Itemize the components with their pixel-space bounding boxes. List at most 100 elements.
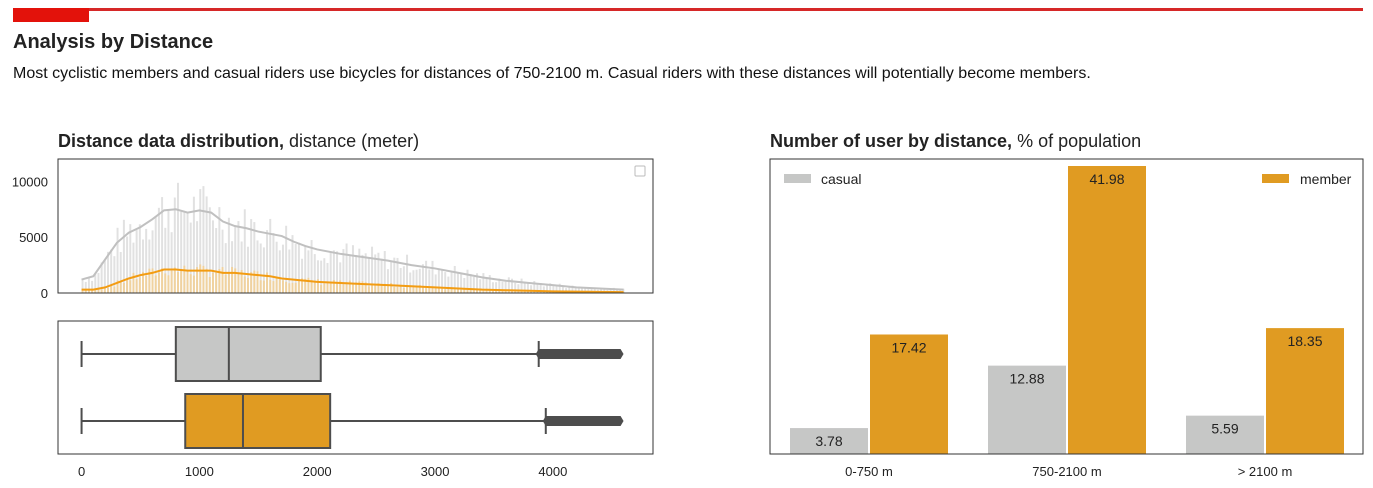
histogram-bar-member [406,285,409,293]
histogram-bar-casual [526,282,529,293]
histogram-bar-casual [469,274,472,293]
histogram-bar-casual [507,277,510,293]
histogram-bar-member [170,270,173,293]
histogram-bar-member [380,285,383,293]
histogram-bar-member [504,290,507,293]
histogram-bar-casual [161,197,164,293]
histogram-bar-casual [622,288,625,293]
histogram-bar-member [91,288,94,293]
histogram-bar-member [485,288,488,293]
bar-casual [988,365,1066,454]
histogram-bar-casual [199,189,202,293]
histogram-bar-casual [215,228,218,293]
histogram-bar-member [173,267,176,293]
histogram-bar-casual [456,273,459,293]
histogram-bar-casual [558,283,561,293]
page-title: Analysis by Distance [13,31,214,53]
histogram-bar-member [342,283,345,293]
histogram-bar-casual [383,251,386,293]
histogram-bar-casual [291,235,294,293]
histogram-bar-member [498,289,501,293]
histogram-bar-member [428,287,431,293]
histogram-bar-casual [593,288,596,293]
histogram-bar-casual [463,277,466,293]
histogram-bar-casual [301,258,304,293]
histogram-bar-member [466,290,469,293]
histogram-bar-casual [491,282,494,293]
histogram-bar-member [116,280,119,293]
legend-swatch-casual [784,174,811,183]
histogram-bar-casual [421,264,424,293]
histogram-bar-casual [256,240,259,293]
histogram-bar-casual [272,233,275,293]
histogram-bar-casual [275,241,278,293]
histogram-bar-member [297,280,300,293]
histogram-bar-casual [523,283,526,293]
histogram-bar-member [291,282,294,293]
histogram-bar-casual [126,236,129,293]
histogram-bar-member [431,287,434,293]
histogram-bar-casual [402,266,405,293]
histogram-bar-member [183,265,186,293]
histogram-bar-casual [581,287,583,293]
histogram-bar-member [383,283,386,293]
histogram-bar-member [243,276,246,293]
boxplot-x-tick-label: 0 [78,464,85,479]
histogram-bar-casual [320,260,323,293]
histogram-bar-casual [119,252,122,293]
histogram-bar-member [157,272,160,293]
histogram-bar-casual [498,278,501,293]
histogram-bar-casual [164,227,167,293]
histogram-bar-member [227,273,230,293]
histogram-bar-casual [546,285,548,293]
histogram-bar-member [132,272,135,293]
histogram-bar-casual [313,254,316,293]
histogram-bar-member [218,269,221,293]
histogram-bar-casual [444,272,447,293]
histogram-bar-member [208,277,211,293]
bar-member [1266,328,1344,454]
histogram-bar-member [415,285,418,293]
histogram-bar-member [151,268,154,293]
histogram-bar-casual [479,279,482,293]
histogram-bar-member [148,268,151,293]
boxplot-box-member [184,393,332,449]
histogram-bar-member [460,289,463,293]
histogram-bar-casual [91,280,94,293]
histogram-bar-casual [495,282,498,293]
histogram-bar-member [421,287,424,293]
boxplot-x-ticks: 0 1000 2000 3000 4000 [78,464,567,479]
histogram-bar-member [113,286,116,293]
histogram-bar-member [316,279,319,293]
histogram-bar-casual [332,250,335,293]
histogram-bar-member [488,289,491,293]
histogram-bar-member [259,280,262,293]
histogram-bar-member [304,278,307,293]
histogram-bar-member [479,289,482,293]
histogram-bar-member [364,282,367,293]
histogram-bar-member [409,286,412,293]
histogram-bar-member [240,270,243,293]
histogram-y-tick-label: 0 [41,286,48,301]
histogram-bar-casual [466,269,469,293]
histogram-bar-casual [539,283,542,293]
histogram-bar-member [246,277,249,293]
histogram-bar-casual [142,239,144,293]
histogram-bar-member [450,288,453,293]
histogram-bar-casual [246,246,249,293]
bar-value-label-casual: 5.59 [1211,421,1238,437]
histogram-bar-member [301,278,304,293]
histogram-bar-member [256,271,259,293]
histogram-bar-member [530,290,533,293]
histogram-bar-member [180,270,183,293]
bar-value-label-member: 41.98 [1089,171,1124,187]
histogram-bar-member [310,280,313,293]
histogram-bar-casual [577,287,580,293]
histogram-bar-member [539,291,542,293]
histogram-bar-member [444,289,447,293]
histogram-bar-casual [345,243,348,293]
histogram-bar-member [386,285,389,293]
histogram-bar-member [262,280,265,293]
bar-x-tick-label: > 2100 m [1238,464,1293,479]
